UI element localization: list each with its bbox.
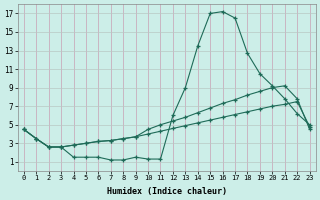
X-axis label: Humidex (Indice chaleur): Humidex (Indice chaleur) — [107, 187, 227, 196]
